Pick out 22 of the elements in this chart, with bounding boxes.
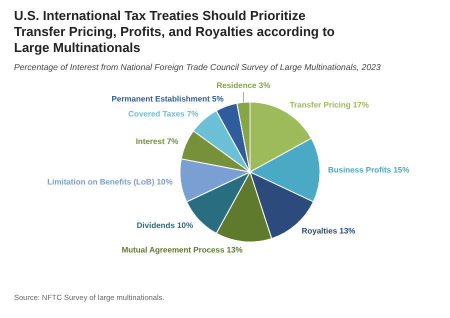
slice-label: Interest [136,136,165,146]
data-label: 15% [393,165,410,174]
data-label: 13% [339,226,356,236]
slice-label: Permanent Establishment [112,94,210,104]
data-label: 10% [156,178,173,187]
data-label: 5% [212,94,224,104]
data-label: 7% [166,136,178,146]
slice-label: Residence [216,80,257,90]
data-label: 13% [226,245,243,254]
data-label: 3% [258,80,270,90]
slice-label: Royalties [302,226,338,236]
data-label: 7% [186,109,198,118]
data-label: 17% [352,100,369,110]
slice-label: Limitation on Benefits (LoB) [47,178,154,187]
chart-subtitle: Percentage of Interest from National Foreign Trade Council Survey of Large Multinationals, 2023 [14,62,381,72]
slice-label: Dividends [136,221,175,230]
slice-label: Transfer Pricing [290,100,351,110]
slice-label: Mutual Agreement Process [122,245,224,254]
slice-label: Business Profits [328,165,392,174]
slice-label: Covered Taxes [128,109,185,118]
data-label: 10% [177,221,194,230]
chart-title: U.S. International Tax Treaties Should Prioritize Transfer Pricing, Profits, and Royalties according to Large Multinationals [14,8,335,55]
